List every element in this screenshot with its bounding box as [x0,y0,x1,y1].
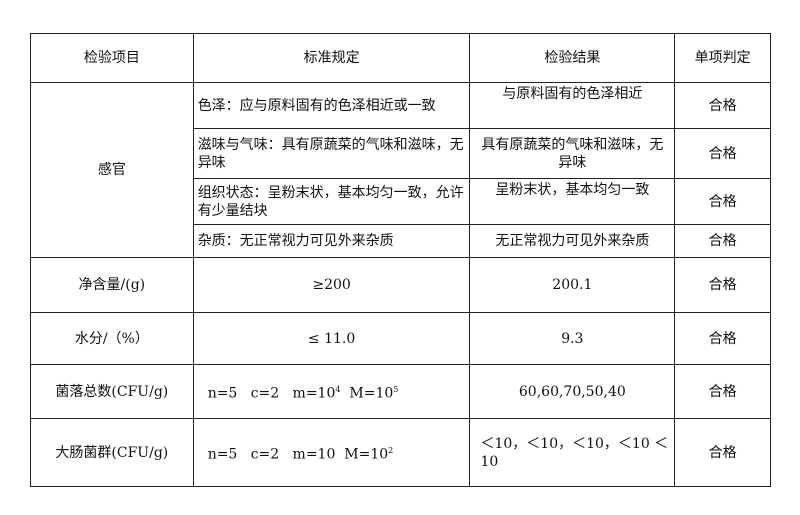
result-cell: 与原料固有的色泽相近 [469,82,676,129]
item-cell: 大肠菌群(CFU/g) [30,418,194,487]
result-cell: 9.3 [469,312,676,365]
table-row: 组织状态：呈粉末状，基本均匀一致，允许有少量结块 呈粉末状，基本均匀一致 合格 [31,178,771,225]
result-cell: 无正常视力可见外来杂质 [469,224,676,258]
verdict-cell: 合格 [674,364,771,419]
std-m: m=10 [292,446,336,463]
result-cell: 呈粉末状，基本均匀一致 [469,178,676,225]
std-n: n=5 [207,446,238,463]
standard-cell: 组织状态：呈粉末状，基本均匀一致，允许有少量结块 [192,178,471,225]
table-row: 大肠菌群(CFU/g) n=5 c=2 m=10 M=102 ＜10，＜10，＜… [30,418,771,487]
table-row: 滋味与气味：具有原蔬菜的气味和滋味，无异味 具有原蔬菜的气味和滋味，无异味 合格 [31,128,771,179]
header-standard: 标准规定 [192,33,471,83]
standard-cell: ≤ 11.0 [192,312,471,365]
std-n: n=5 [207,385,238,402]
standard-cell: n=5 c=2 m=10 M=102 [192,418,471,487]
verdict-cell: 合格 [674,224,771,258]
standard-cell: ≥200 [192,257,471,313]
header-item: 检验项目 [30,33,194,83]
result-cell: 60,60,70,50,40 [469,364,676,419]
std-M-exp: 5 [393,384,399,394]
verdict-cell: 合格 [674,257,771,313]
standard-cell: 滋味与气味：具有原蔬菜的气味和滋味，无异味 [192,128,471,179]
item-cell: 净含量/(g) [30,257,194,313]
header-result: 检验结果 [469,33,676,83]
table-row: 水分/（%） ≤ 11.0 9.3 合格 [30,312,771,365]
verdict-cell: 合格 [674,178,771,225]
result-cell: 200.1 [469,257,676,313]
std-c: c=2 [250,446,280,463]
std-c: c=2 [250,385,280,402]
table-row: 杂质：无正常视力可见外来杂质 无正常视力可见外来杂质 合格 [31,224,771,258]
header-verdict: 单项判定 [674,33,771,83]
std-M-exp: 2 [388,445,394,455]
verdict-cell: 合格 [674,312,771,365]
std-M: M=10 [344,446,389,463]
result-cell: 具有原蔬菜的气味和滋味，无异味 [469,128,676,179]
standard-cell: 杂质：无正常视力可见外来杂质 [192,224,471,258]
std-M: M=10 [349,385,394,402]
header-row: 检验项目 标准规定 检验结果 单项判定 [30,33,771,83]
item-cell: 菌落总数(CFU/g) [30,364,194,419]
table-row: 净含量/(g) ≥200 200.1 合格 [30,257,771,313]
item-cell: 水分/（%） [30,312,194,365]
standard-cell: 色泽：应与原料固有的色泽相近或一致 [192,82,471,129]
std-m: m=10 [292,385,336,402]
table-row: 感官 色泽：应与原料固有的色泽相近或一致 与原料固有的色泽相近 合格 [30,82,771,258]
verdict-cell: 合格 [674,128,771,179]
table-row: 菌落总数(CFU/g) n=5 c=2 m=104 M=105 60,60,70… [30,364,771,419]
sensory-item: 感官 [30,82,194,258]
verdict-cell: 合格 [674,82,771,129]
verdict-cell: 合格 [674,418,771,487]
result-cell: ＜10，＜10，＜10，＜10 ＜10 [469,418,676,487]
inspection-table: 检验项目 标准规定 检验结果 单项判定 感官 色泽：应与原料固有的色泽相近或一致… [30,33,771,487]
std-m-exp: 4 [335,384,341,394]
standard-cell: n=5 c=2 m=104 M=105 [192,364,471,419]
